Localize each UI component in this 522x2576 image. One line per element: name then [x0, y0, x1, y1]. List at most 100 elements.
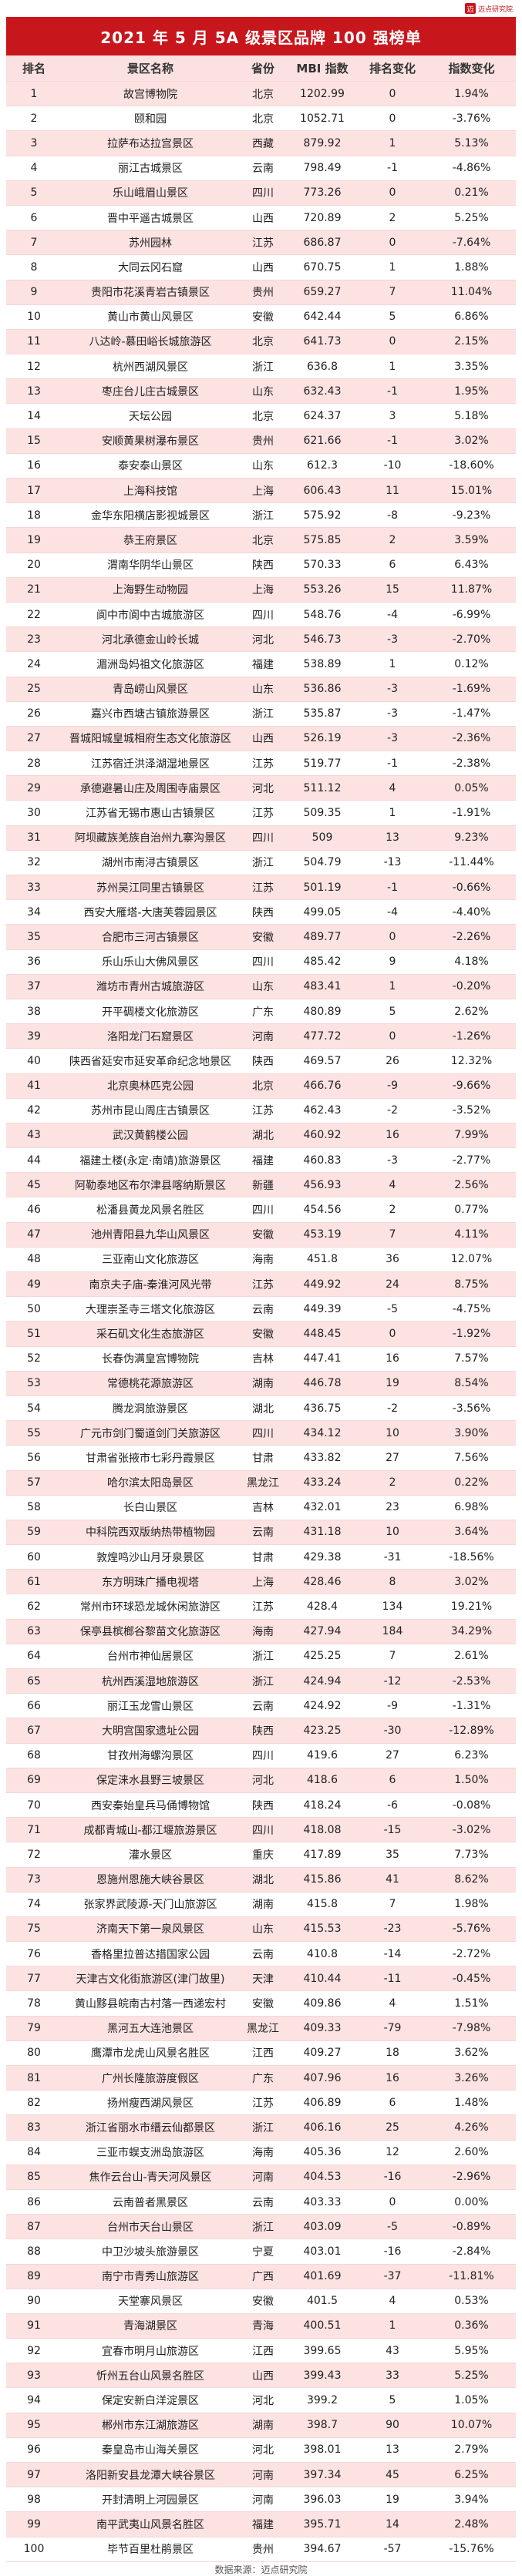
cell-index-change: 2.48%	[454, 2517, 489, 2531]
table-row: 50 大理崇圣寺三塔文化旅游区 云南 449.39 -5 -4.75%	[6, 1297, 516, 1322]
cell-rank-change: 3	[389, 410, 396, 423]
cell-province: 北京	[252, 411, 274, 424]
cell-rank-change: 14	[386, 2517, 399, 2531]
cell-rank-change: -1	[387, 385, 398, 398]
cell-index-change: 7.56%	[454, 1451, 489, 1464]
cell-scenic-name: 江苏宿迁洪泽湖湿地景区	[91, 757, 210, 771]
cell-rank-change: -4	[387, 905, 398, 919]
cell-rank-change: -2	[387, 1402, 398, 1415]
cell-province: 陕西	[252, 1725, 274, 1738]
cell-mbi-index: 1202.99	[300, 87, 345, 100]
cell-index-change: 8.62%	[454, 1873, 489, 1886]
cell-province: 江苏	[252, 882, 274, 895]
cell-rank-change: -1	[387, 881, 398, 894]
cell-rank-change: 2	[389, 1204, 396, 1217]
cell-mbi-index: 417.89	[303, 1848, 342, 1861]
table-row: 59 中科院西双版纳热带植物园 云南 431.18 10 3.64%	[6, 1520, 516, 1546]
cell-mbi-index: 415.8	[306, 1898, 338, 1911]
cell-scenic-name: 忻州五台山风景名胜区	[96, 2369, 204, 2383]
cell-index-change: 5.25%	[454, 2369, 489, 2382]
cell-rank-change: 184	[382, 1625, 403, 1638]
cell-rank: 98	[27, 2493, 41, 2506]
cell-rank-change: 6	[389, 1774, 396, 1787]
cell-rank-change: -3	[387, 732, 398, 745]
cell-mbi-index: 406.89	[303, 2096, 342, 2109]
cell-scenic-name: 贵阳市花溪青岩古镇景区	[91, 287, 210, 300]
cell-rank-change: -8	[387, 509, 398, 522]
cell-province: 黑龙江	[247, 2023, 279, 2036]
cell-rank: 47	[27, 1228, 41, 1241]
table-row: 14 天坛公园 北京 624.37 3 5.18%	[6, 404, 516, 429]
table-row: 42 苏州市昆山周庄古镇景区 江苏 462.43 -2 -3.52%	[6, 1098, 516, 1123]
cell-index-change: 3.02%	[454, 1575, 489, 1588]
cell-rank: 78	[27, 1997, 41, 2010]
cell-mbi-index: 415.53	[303, 1923, 342, 1936]
cell-index-change: 1.51%	[454, 1997, 489, 2010]
cell-rank: 73	[27, 1873, 41, 1886]
cell-scenic-name: 北京奥林匹克公园	[107, 1080, 194, 1093]
cell-mbi-index: 670.75	[303, 260, 342, 274]
cell-rank-change: 7	[389, 1650, 396, 1663]
cell-scenic-name: 宜春市明月山旅游区	[102, 2345, 199, 2358]
cell-rank: 81	[27, 2071, 41, 2084]
cell-province: 安徽	[252, 931, 274, 944]
header-rank-change: 排名变化	[369, 62, 416, 76]
table-row: 31 阿坝藏族羌族自治州九寨沟景区 四川 509 13 9.23%	[6, 825, 516, 851]
cell-index-change: 3.90%	[454, 1426, 489, 1439]
cell-rank: 27	[27, 732, 41, 745]
cell-scenic-name: 腾龙洞旅游景区	[113, 1402, 188, 1416]
cell-rank-change: -2	[387, 1104, 398, 1117]
cell-province: 海南	[252, 1626, 274, 1639]
cell-index-change: 11.04%	[450, 286, 493, 299]
cell-province: 湖南	[252, 2420, 274, 2433]
cell-rank: 38	[27, 1005, 41, 1018]
cell-index-change: -5.76%	[452, 1923, 491, 1936]
cell-mbi-index: 548.76	[303, 608, 342, 621]
cell-province: 陕西	[252, 1055, 274, 1068]
cell-rank: 64	[27, 1650, 41, 1663]
cell-rank-change: -10	[383, 459, 402, 472]
cell-mbi-index: 538.89	[303, 657, 342, 670]
cell-index-change: -3.56%	[452, 1402, 491, 1415]
cell-index-change: 0.12%	[454, 657, 489, 670]
cell-index-change: -1.92%	[452, 1327, 491, 1340]
cell-scenic-name: 嘉兴市西塘古镇旅游景区	[91, 708, 210, 721]
cell-province: 云南	[252, 1526, 274, 1540]
table-row: 41 北京奥林匹克公园 北京 466.76 -9 -9.66%	[6, 1073, 516, 1099]
cell-index-change: 8.54%	[454, 1377, 489, 1390]
cell-scenic-name: 云南普者黑景区	[113, 2196, 188, 2209]
cell-mbi-index: 636.8	[306, 360, 338, 373]
cell-rank: 68	[27, 1749, 41, 1762]
cell-rank: 83	[27, 2121, 41, 2134]
cell-index-change: -2.26%	[452, 930, 491, 943]
cell-scenic-name: 松潘县黄龙风景名胜区	[96, 1204, 204, 1217]
ranking-figure: 迈 迈点研究院 2021 年 5 月 5A 级景区品牌 100 强榜单 排名 景区…	[6, 0, 516, 2575]
cell-mbi-index: 570.33	[303, 559, 342, 572]
cell-province: 四川	[252, 1750, 274, 1763]
cell-index-change: 6.86%	[454, 311, 489, 324]
cell-rank-change: -57	[383, 2543, 402, 2556]
cell-rank: 12	[27, 360, 41, 373]
cell-index-change: 3.64%	[454, 1526, 489, 1539]
cell-province: 江苏	[252, 757, 274, 771]
cell-rank-change: -6	[387, 1798, 398, 1812]
table-row: 56 甘肃省张掖市七彩丹霞景区 甘肃 433.82 27 7.56%	[6, 1446, 516, 1471]
cell-rank-change: 16	[386, 1129, 399, 1142]
table-row: 71 成都青城山-都江堰旅游景区 四川 418.08 -15 -3.02%	[6, 1818, 516, 1843]
cell-rank-change: 13	[386, 831, 399, 845]
cell-scenic-name: 合肥市三河古镇景区	[102, 931, 199, 944]
cell-mbi-index: 398.01	[303, 2443, 342, 2457]
cell-province: 河南	[252, 1030, 274, 1043]
cell-rank-change: 23	[386, 1501, 399, 1514]
table-row: 55 广元市剑门蜀道剑门关旅游区 四川 434.12 10 3.90%	[6, 1421, 516, 1446]
cell-province: 江苏	[252, 808, 274, 821]
cell-index-change: -11.81%	[449, 2270, 494, 2283]
cell-scenic-name: 长春伪满皇宫博物院	[102, 1353, 199, 1366]
cell-rank-change: 0	[389, 335, 396, 348]
cell-index-change: -0.20%	[452, 980, 491, 993]
cell-mbi-index: 624.37	[303, 410, 342, 423]
table-row: 87 台州市天台山景区 浙江 403.09 -5 -0.89%	[6, 2215, 516, 2240]
cell-scenic-name: 张家界武陵源-天门山旅游区	[83, 1899, 217, 1912]
table-row: 69 保定涞水县野三坡景区 河北 418.6 6 1.50%	[6, 1768, 516, 1793]
cell-province: 北京	[252, 534, 274, 547]
